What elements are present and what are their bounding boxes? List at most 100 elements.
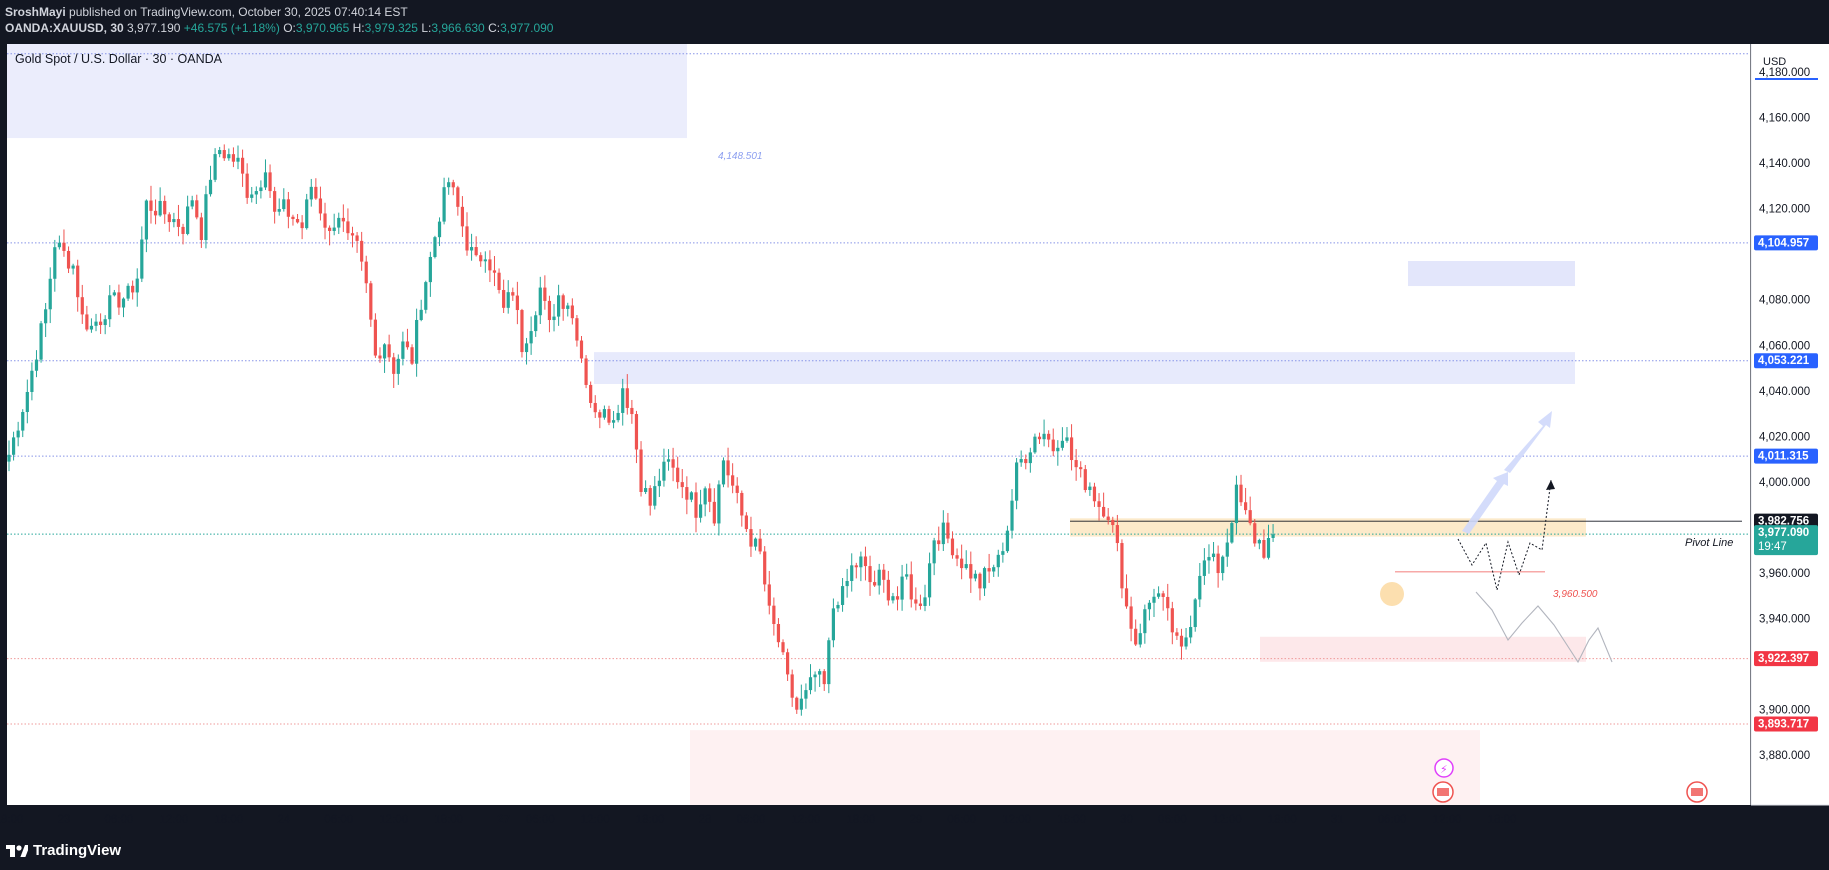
candle-body (1047, 433, 1051, 440)
candle-body (415, 319, 419, 364)
candle-body (382, 344, 387, 359)
candle-body (76, 265, 80, 298)
candle-body (337, 217, 341, 228)
candle-body (1193, 599, 1197, 628)
candle-body (726, 460, 730, 476)
candle-body (1211, 553, 1216, 558)
candle-body (905, 574, 909, 577)
y-tick-label: 4,040.000 (1759, 386, 1810, 398)
candle-body (786, 652, 790, 675)
candle-body (1166, 596, 1170, 609)
chart-panel[interactable] (7, 44, 1750, 805)
us-flag-glyph (1437, 788, 1449, 796)
candle-body (240, 157, 245, 174)
candle-body (969, 564, 973, 579)
candle-body (584, 358, 588, 385)
y-tick-label: 4,140.000 (1759, 158, 1810, 170)
candle-body (218, 150, 222, 155)
candle-body (181, 226, 185, 234)
candle-body (524, 343, 529, 353)
candle-body (1060, 440, 1064, 448)
candle-body (396, 358, 400, 374)
publisher-name[interactable]: SroshMayi (5, 5, 66, 19)
projection-path-grey (1475, 591, 1613, 664)
price-axis-bg (1751, 44, 1829, 805)
candle-body (923, 597, 927, 606)
candle-body (515, 295, 519, 311)
x-tick-label: 18:00 (1057, 814, 1086, 826)
candle-body (410, 347, 414, 364)
candle-body (66, 250, 71, 269)
candle-body (259, 187, 263, 192)
price-label-text: 4,011.315 (1758, 451, 1809, 463)
candle-body (918, 603, 923, 606)
candle-body (534, 315, 538, 332)
candle-body (570, 305, 574, 319)
y-tick-label: 4,080.000 (1759, 295, 1810, 307)
candle-body (611, 420, 616, 423)
candle-body (1115, 525, 1119, 544)
candle-body (447, 182, 451, 188)
candle-body (135, 278, 139, 293)
candle-body (350, 233, 355, 236)
x-tick-label: 06:00 (1158, 814, 1187, 826)
candle-body (950, 538, 955, 556)
candle-body (703, 488, 707, 505)
x-tick-label: 18:00 (214, 814, 243, 826)
price-label-tag (1754, 513, 1818, 529)
candle-body (1271, 534, 1275, 538)
candle-body (405, 341, 410, 348)
candle-body (433, 237, 437, 257)
y-tick-label: 3,940.000 (1759, 614, 1810, 626)
candle-body (502, 289, 506, 308)
demand-zone-bottom (690, 730, 1480, 805)
candle-body (1019, 459, 1023, 463)
candle-body (1083, 469, 1087, 491)
candle-body (1175, 632, 1179, 636)
candle-body (891, 596, 895, 601)
candle-body (625, 388, 629, 408)
candle-body (854, 565, 858, 568)
candle-body (836, 604, 840, 609)
y-tick-label: 4,180.000 (1759, 67, 1810, 79)
price-label-text: 3,982.756 (1758, 516, 1809, 528)
candle-body (818, 671, 822, 675)
candle-body (1074, 460, 1078, 468)
candle-body (666, 459, 671, 462)
candle-body (387, 344, 391, 358)
candle-body (277, 209, 281, 212)
candle-body (694, 492, 698, 518)
tradingview-logo-text: TradingView (33, 842, 122, 859)
candle-body (850, 565, 854, 581)
tradingview-logo[interactable]: TradingView (6, 842, 121, 859)
candle-body (914, 599, 918, 604)
candle-body (328, 227, 332, 231)
candle-body (71, 265, 75, 269)
candle-body (566, 305, 570, 309)
candle-body (964, 564, 968, 569)
candle-body (21, 412, 25, 431)
candle-body (39, 323, 43, 360)
candle-body (332, 227, 336, 231)
pivot-zone (1070, 518, 1586, 537)
candle-body (552, 316, 556, 321)
candle-body (273, 191, 277, 212)
candle-body (437, 221, 442, 238)
x-tick-label: 12:00 (581, 814, 610, 826)
price-label-tag (1754, 235, 1818, 251)
candle-body (653, 486, 657, 506)
candle-body (112, 292, 116, 296)
candle-body (392, 357, 396, 374)
y-tick-label: 4,120.000 (1759, 204, 1810, 216)
candle-body (840, 586, 845, 605)
candle-body (1161, 593, 1165, 597)
candle-body (1248, 510, 1252, 524)
candle-body (286, 199, 290, 217)
candle-body (561, 295, 565, 309)
candlestick-chart[interactable]: 4,148.501 3,960.500 Pivot Line ⚡ USD 3,880.00… (0, 0, 1829, 835)
candle-body (602, 409, 606, 418)
candle-body (419, 309, 423, 320)
candle-body (268, 172, 272, 192)
candle-body (795, 697, 799, 710)
candle-body (511, 292, 515, 296)
